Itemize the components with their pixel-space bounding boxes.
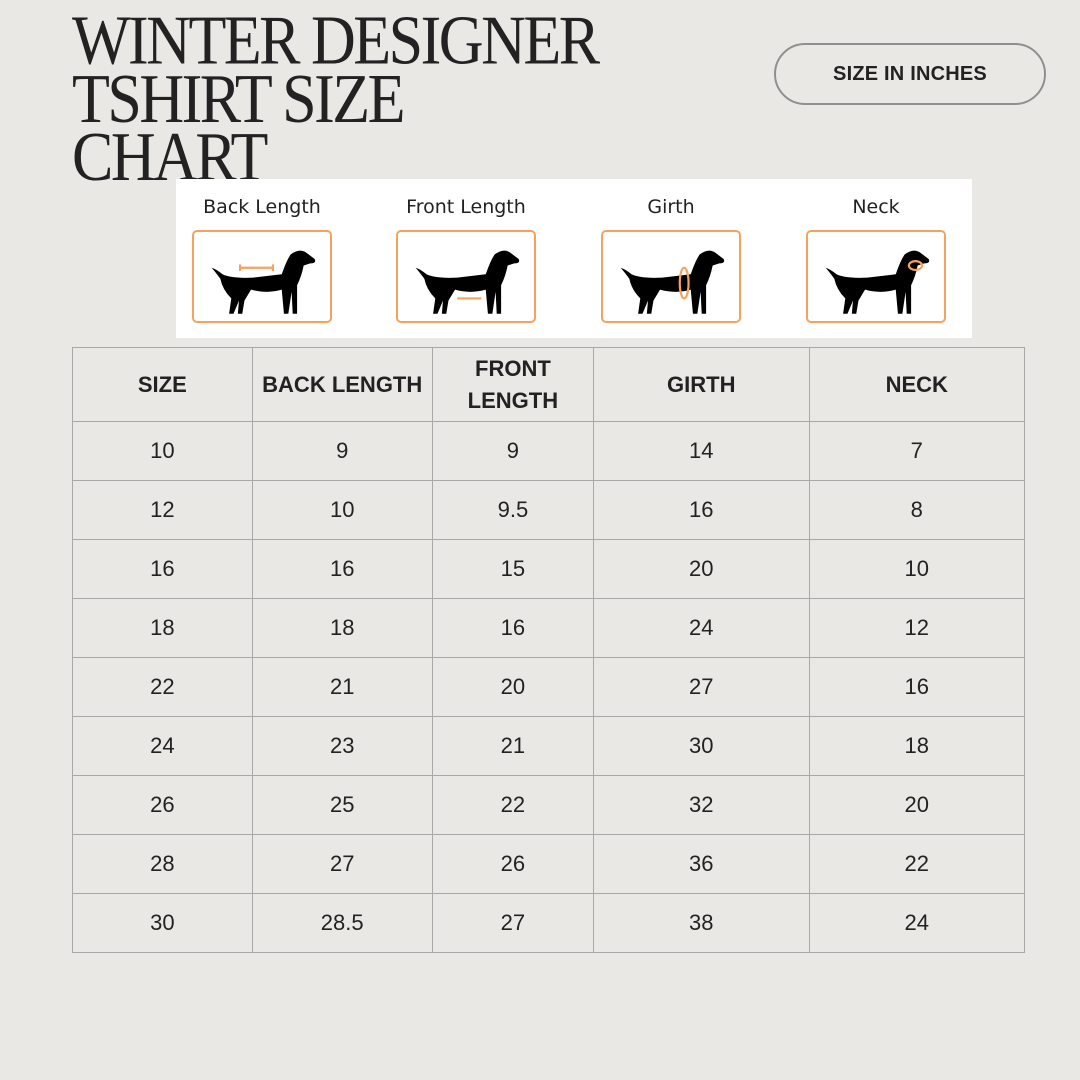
table-header-row: SIZE BACK LENGTH FRONT LENGTH GIRTH NECK (72, 347, 1026, 422)
size-unit-button[interactable]: SIZE IN INCHES (774, 43, 1046, 105)
table-cell: 10 (808, 539, 1026, 599)
table-cell: 10 (72, 421, 253, 481)
table-cell: 26 (72, 775, 253, 835)
table-row: 28 27 26 36 22 (72, 834, 1026, 894)
guide-image-box (806, 230, 946, 323)
table-row: 24 23 21 30 18 (72, 716, 1026, 776)
table-cell: 27 (251, 834, 433, 894)
guide-image-box (396, 230, 536, 323)
table-row: 30 28.5 27 38 24 (72, 893, 1026, 953)
table-cell: 28 (72, 834, 253, 894)
table-cell: 8 (808, 480, 1026, 540)
guide-label: Back Length (203, 196, 321, 218)
table-cell: 12 (808, 598, 1026, 658)
measurement-guide: Back Length Front Length Girth Neck (176, 179, 972, 338)
table-cell: 27 (431, 893, 595, 953)
column-header: NECK (808, 347, 1026, 422)
table-cell: 16 (593, 480, 810, 540)
table-cell: 32 (593, 775, 810, 835)
guide-label: Front Length (406, 196, 526, 218)
table-row: 12 10 9.5 16 8 (72, 480, 1026, 540)
column-header: FRONT LENGTH (431, 347, 595, 422)
table-cell: 22 (72, 657, 253, 717)
table-cell: 28.5 (251, 893, 433, 953)
dog-front-length-icon (415, 250, 520, 314)
page-title: WINTER DESIGNER TSHIRT SIZE CHART (72, 3, 600, 192)
column-header: BACK LENGTH (251, 347, 433, 422)
dog-back-length-icon (211, 250, 316, 314)
table-cell: 18 (72, 598, 253, 658)
table-cell: 16 (251, 539, 433, 599)
table-cell: 22 (431, 775, 595, 835)
guide-image-box (192, 230, 332, 323)
table-cell: 10 (251, 480, 433, 540)
table-cell: 9 (431, 421, 595, 481)
table-cell: 25 (251, 775, 433, 835)
table-cell: 21 (431, 716, 595, 776)
table-cell: 27 (593, 657, 810, 717)
table-cell: 20 (593, 539, 810, 599)
table-cell: 9 (251, 421, 433, 481)
size-table: SIZE BACK LENGTH FRONT LENGTH GIRTH NECK 10 9… (72, 347, 1026, 953)
table-cell: 20 (431, 657, 595, 717)
table-cell: 22 (808, 834, 1026, 894)
column-header: GIRTH (593, 347, 810, 422)
table-cell: 26 (431, 834, 595, 894)
table-cell: 14 (593, 421, 810, 481)
column-header: SIZE (72, 347, 253, 422)
title-line: WINTER DESIGNER (72, 3, 600, 80)
table-cell: 16 (808, 657, 1026, 717)
table-cell: 24 (808, 893, 1026, 953)
table-row: 10 9 9 14 7 (72, 421, 1026, 481)
table-cell: 21 (251, 657, 433, 717)
table-row: 18 18 16 24 12 (72, 598, 1026, 658)
table-cell: 18 (251, 598, 433, 658)
table-cell: 30 (72, 893, 253, 953)
table-row: 16 16 15 20 10 (72, 539, 1026, 599)
table-cell: 24 (72, 716, 253, 776)
dog-girth-icon (620, 250, 725, 314)
table-cell: 16 (431, 598, 595, 658)
guide-image-box (601, 230, 741, 323)
table-cell: 20 (808, 775, 1026, 835)
table-cell: 38 (593, 893, 810, 953)
table-cell: 23 (251, 716, 433, 776)
table-cell: 12 (72, 480, 253, 540)
table-row: 22 21 20 27 16 (72, 657, 1026, 717)
table-cell: 18 (808, 716, 1026, 776)
title-line: TSHIRT SIZE (72, 61, 406, 138)
table-cell: 15 (431, 539, 595, 599)
table-cell: 30 (593, 716, 810, 776)
table-cell: 7 (808, 421, 1026, 481)
table-cell: 36 (593, 834, 810, 894)
guide-label: Girth (647, 196, 695, 218)
table-cell: 9.5 (431, 480, 595, 540)
table-cell: 24 (593, 598, 810, 658)
table-cell: 16 (72, 539, 253, 599)
guide-label: Neck (852, 196, 900, 218)
dog-neck-icon (825, 250, 930, 314)
table-row: 26 25 22 32 20 (72, 775, 1026, 835)
